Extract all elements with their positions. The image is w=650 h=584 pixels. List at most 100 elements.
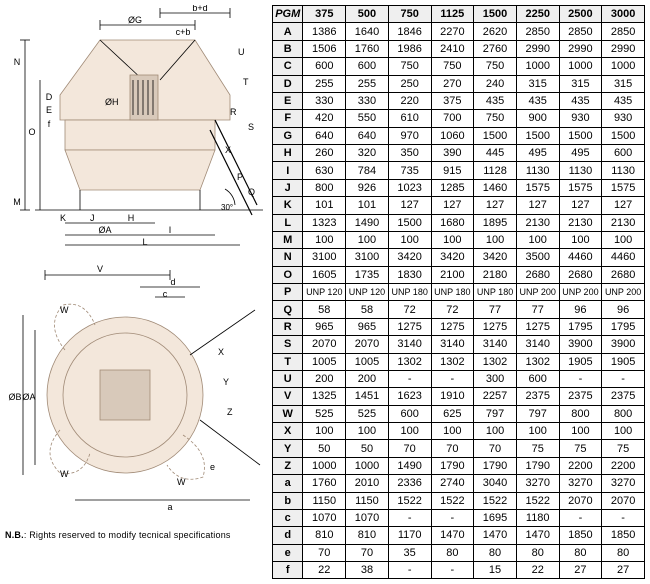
cell: 58 [346,301,389,318]
row-key: R [273,318,303,335]
row-key: I [273,162,303,179]
cell: 810 [303,527,346,544]
cell: 2070 [602,492,645,509]
cell: 100 [388,423,431,440]
cell: 700 [431,110,474,127]
cell: 220 [388,92,431,109]
cell: 100 [431,423,474,440]
cell: 800 [303,179,346,196]
row-key: O [273,266,303,283]
cell: - [431,509,474,526]
cell: 810 [346,527,389,544]
dim-m: M [13,197,21,207]
col-header: 500 [346,6,389,23]
table-row: U200200--300600-- [273,370,645,387]
row-key: c [273,509,303,526]
cell: 525 [346,405,389,422]
dim-y: Y [223,377,229,387]
cell: 435 [474,92,517,109]
cell: 965 [303,318,346,335]
table-row: M100100100100100100100100 [273,231,645,248]
cell: 1640 [346,23,389,40]
col-header-key: PGM [273,6,303,23]
cell: 38 [346,562,389,579]
cell: 420 [303,110,346,127]
cell: 2130 [602,214,645,231]
row-key: H [273,145,303,162]
cell: 2270 [431,23,474,40]
table-row: H260320350390445495495600 [273,145,645,162]
cell: 1302 [388,353,431,370]
cell: 1910 [431,388,474,405]
dim-q: Q [248,187,255,197]
cell: 2740 [431,475,474,492]
row-key: L [273,214,303,231]
col-header: 3000 [602,6,645,23]
cell: 100 [559,231,602,248]
cell: 3140 [516,336,559,353]
dim-x: X [225,145,231,155]
cell: 22 [303,562,346,579]
cell: 96 [559,301,602,318]
cell: 1302 [431,353,474,370]
cell: 1795 [602,318,645,335]
cell: 1000 [303,457,346,474]
table-row: O16051735183021002180268026802680 [273,266,645,283]
cell: 600 [516,370,559,387]
cell: 3140 [474,336,517,353]
cell: 127 [474,197,517,214]
cell: 600 [388,405,431,422]
cell: 3500 [516,249,559,266]
cell: 270 [431,75,474,92]
cell: 1170 [388,527,431,544]
cell: 4460 [559,249,602,266]
cell: 2990 [602,40,645,57]
row-key: S [273,336,303,353]
cell: 1470 [474,527,517,544]
cell: 2990 [516,40,559,57]
cell: 915 [431,162,474,179]
cell: 1830 [388,266,431,283]
cell: 1000 [516,58,559,75]
cell: 100 [516,231,559,248]
cell: 2070 [303,336,346,353]
table-row: K101101127127127127127127 [273,197,645,214]
cell: 1790 [431,457,474,474]
cell: 930 [602,110,645,127]
cell: 100 [303,423,346,440]
cell: 300 [474,370,517,387]
plan-diagram: V d c W W W ØB ØA X Y Z e a [5,255,267,515]
cell: 80 [474,544,517,561]
cell: 1128 [474,162,517,179]
cell: 435 [559,92,602,109]
cell: 1680 [431,214,474,231]
cell: 2070 [346,336,389,353]
cell: 240 [474,75,517,92]
cell: 255 [303,75,346,92]
dim-w1: W [60,305,69,315]
cell: 1325 [303,388,346,405]
table-row: V13251451162319102257237523752375 [273,388,645,405]
dim-o: O [28,127,35,137]
table-row: f2238--15222727 [273,562,645,579]
spec-table: PGM37550075011251500225025003000 A138616… [272,5,645,579]
footnote-text: : Rights reserved to modify tecnical spe… [24,530,231,540]
cell: 127 [602,197,645,214]
table-row: C600600750750750100010001000 [273,58,645,75]
cell: 77 [516,301,559,318]
cell: 3270 [516,475,559,492]
dim-og: ØG [128,15,142,25]
cell: 1895 [474,214,517,231]
dim-oa2: ØA [22,392,35,402]
row-key: G [273,127,303,144]
row-key: N [273,249,303,266]
cell: 3100 [303,249,346,266]
cell: 750 [431,58,474,75]
row-key: W [273,405,303,422]
cell: UNP 200 [516,284,559,301]
dim-r: R [230,107,237,117]
cell: 1000 [346,457,389,474]
cell: 2680 [516,266,559,283]
cell: 27 [602,562,645,579]
cell: 1846 [388,23,431,40]
